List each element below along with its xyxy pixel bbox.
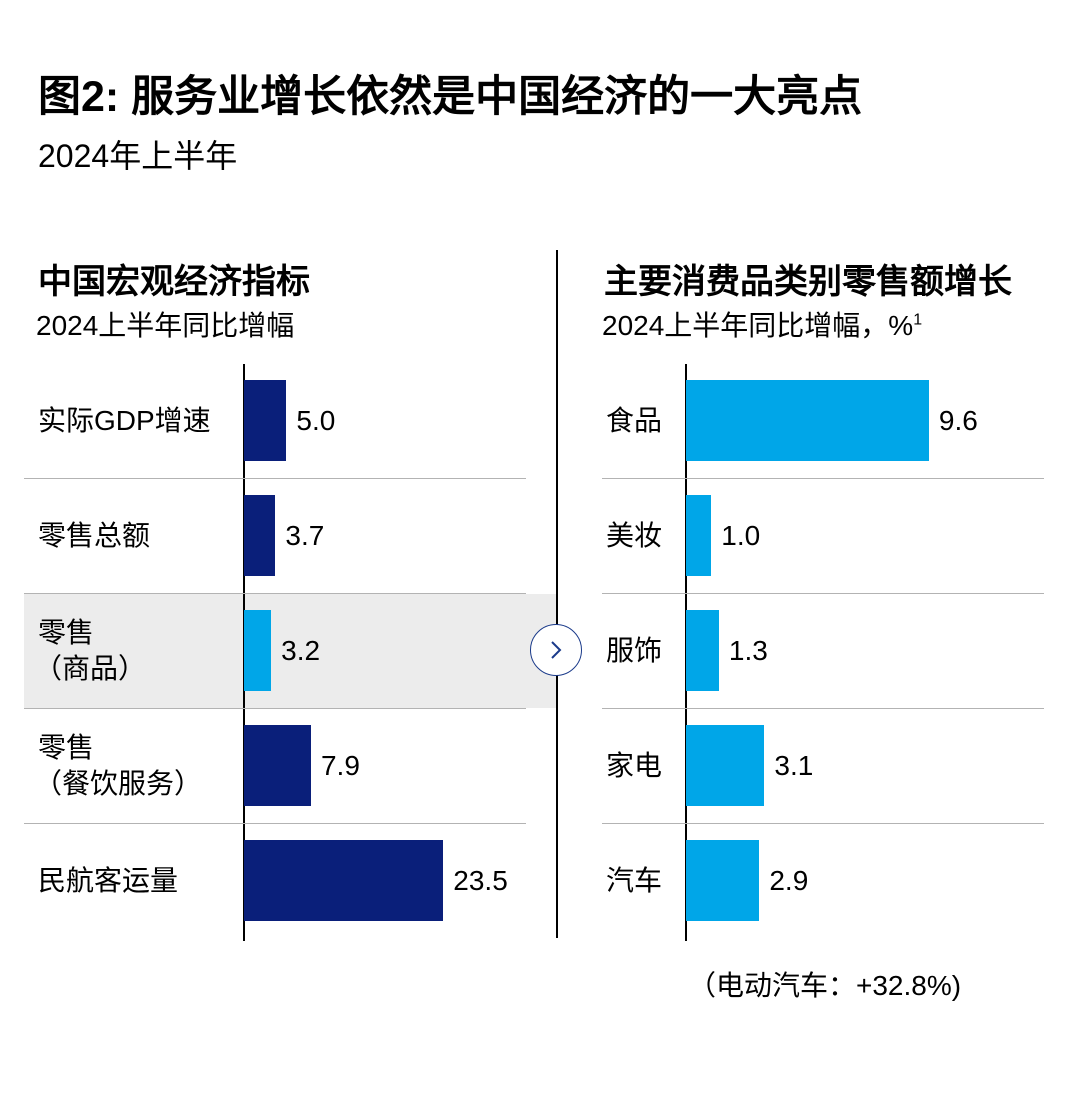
right-category-label: 食品 [606,403,662,439]
left-category-label: 实际GDP增速 [38,403,211,439]
left-category-label-line: 民航客运量 [38,864,179,896]
ev-note: （电动汽车：+32.8%) [688,970,962,1001]
right-category-label-line: 汽车 [606,864,663,896]
left-value-label: 7.9 [320,749,360,781]
left-value-label: 5.0 [296,404,336,436]
right-row-separator [602,708,1044,709]
left-category-label-line: （餐饮服务） [34,767,203,799]
right-category-label: 汽车 [606,863,662,899]
right-category-label-line: 美妆 [606,519,663,551]
right-category-label-line: 食品 [606,404,663,436]
left-value-label: 3.2 [281,634,321,666]
chevron-right-icon [551,641,562,659]
highlight-row-background [24,594,558,708]
left-value-label: 23.5 [453,864,508,896]
left-category-label-line: （商品） [34,652,147,684]
right-value-label: 9.6 [938,404,978,436]
right-bar [686,610,719,691]
left-category-label-line: 零售 [38,731,95,763]
left-row-separator [24,823,526,824]
left-category-label: 零售 （餐饮服务） [34,730,202,802]
left-bar [244,840,444,921]
left-value-label: 3.7 [285,519,325,551]
right-category-label: 美妆 [606,518,662,554]
right-bar [686,380,929,461]
left-bar [244,380,287,461]
page-subtitle: 2024年上半年 [38,138,238,174]
right-bar [686,840,760,921]
right-value-label: 1.0 [721,519,761,551]
left-category-label-line: 零售 [38,616,95,648]
left-category-label: 民航客运量 [38,863,178,899]
left-bar [244,495,276,576]
right-bar [686,495,712,576]
left-row-separator [24,478,526,479]
right-category-label: 服饰 [606,633,662,669]
right-value-label: 2.9 [769,864,809,896]
left-category-label-line: 零售总额 [38,519,151,551]
left-category-label-line: 实际GDP增速 [38,404,211,436]
right-row-separator [602,823,1044,824]
left-row-separator [24,593,526,594]
page-title: 图2: 服务业增长依然是中国经济的一大亮点 [38,73,863,121]
right-row-separator [602,478,1044,479]
right-row-separator [602,593,1044,594]
left-bar [244,610,272,691]
panel-divider [556,250,558,938]
left-panel-title: 中国宏观经济指标 [38,263,310,301]
left-row-separator [24,708,526,709]
left-category-label: 零售 （商品） [34,615,146,687]
right-panel-title: 主要消费品类别零售额增长 [604,263,1012,301]
right-category-label: 家电 [606,748,662,784]
left-category-label: 零售总额 [38,518,150,554]
left-panel-subtitle: 2024上半年同比增幅 [36,310,295,341]
right-value-label: 3.1 [774,749,814,781]
right-bar [686,725,765,806]
right-category-label-line: 家电 [606,749,663,781]
right-value-label: 1.3 [728,634,768,666]
right-category-label-line: 服饰 [606,634,663,666]
left-bar [244,725,311,806]
right-panel-subtitle: 2024上半年同比增幅，%1 [602,310,923,341]
next-chart-button[interactable] [530,624,582,676]
